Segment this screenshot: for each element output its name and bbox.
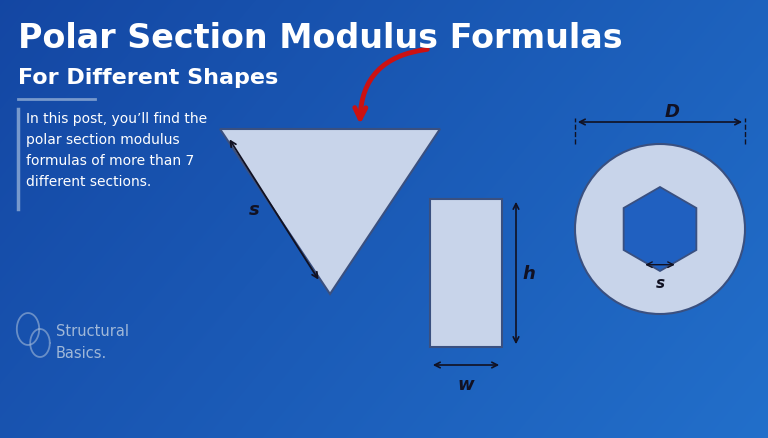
Text: Structural
Basics.: Structural Basics. bbox=[56, 323, 129, 360]
Text: D: D bbox=[664, 103, 680, 121]
Text: s: s bbox=[655, 275, 664, 290]
Text: h: h bbox=[522, 265, 535, 283]
Text: For Different Shapes: For Different Shapes bbox=[18, 68, 278, 88]
Text: s: s bbox=[249, 201, 260, 219]
Text: w: w bbox=[458, 375, 475, 393]
Text: Polar Section Modulus Formulas: Polar Section Modulus Formulas bbox=[18, 22, 623, 55]
Polygon shape bbox=[624, 187, 697, 272]
Bar bbox=[430, 200, 502, 347]
Polygon shape bbox=[220, 130, 440, 294]
Circle shape bbox=[575, 145, 745, 314]
Text: In this post, you’ll find the
polar section modulus
formulas of more than 7
diff: In this post, you’ll find the polar sect… bbox=[26, 112, 207, 189]
